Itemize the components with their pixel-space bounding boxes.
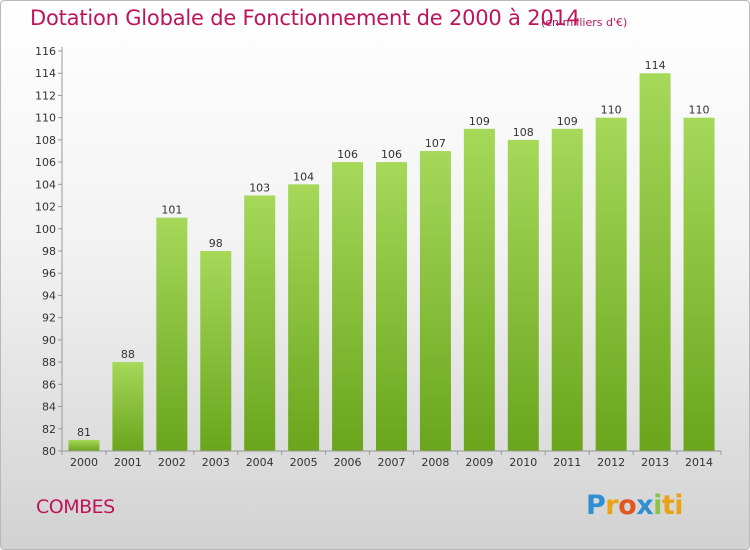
chart-title: Dotation Globale de Fonctionnement de 20… — [30, 6, 580, 30]
bar — [419, 151, 451, 451]
logo-letter: i — [653, 490, 662, 521]
data-label: 88 — [121, 348, 135, 361]
data-label: 103 — [249, 181, 270, 194]
x-tick-label: 2011 — [553, 456, 581, 469]
logo-letter: ti — [661, 490, 684, 521]
y-tick-label: 110 — [35, 112, 56, 125]
y-tick-label: 104 — [35, 178, 56, 191]
bar — [507, 139, 539, 451]
bar — [639, 73, 671, 451]
x-tick-label: 2008 — [421, 456, 449, 469]
bar — [112, 362, 144, 451]
town-name: COMBES — [36, 496, 115, 518]
y-tick-label: 114 — [35, 67, 56, 80]
bar — [376, 162, 407, 451]
bar — [200, 251, 232, 451]
y-tick-label: 88 — [42, 356, 56, 369]
bar — [551, 128, 583, 451]
y-tick-label: 102 — [35, 201, 56, 214]
data-label: 107 — [425, 137, 446, 150]
x-tick-label: 2000 — [70, 456, 98, 469]
y-tick-label: 80 — [42, 445, 56, 458]
x-tick-label: 2005 — [290, 456, 318, 469]
bar — [595, 117, 627, 452]
x-tick-label: 2004 — [246, 456, 274, 469]
y-tick-label: 90 — [42, 334, 56, 347]
x-tick-label: 2002 — [158, 456, 186, 469]
x-tick-label: 2001 — [114, 456, 142, 469]
data-label: 110 — [601, 104, 622, 117]
x-tick-label: 2010 — [509, 456, 537, 469]
data-label: 106 — [337, 148, 358, 161]
bar — [288, 184, 320, 452]
logo-letter: P — [586, 490, 606, 521]
data-label: 104 — [293, 170, 314, 183]
data-label: 106 — [381, 148, 402, 161]
y-tick-label: 94 — [42, 289, 56, 302]
data-label: 110 — [689, 104, 710, 117]
data-label: 81 — [77, 426, 91, 439]
x-tick-label: 2014 — [685, 456, 713, 469]
logo-letter: r — [605, 490, 619, 521]
y-tick-label: 92 — [42, 312, 56, 325]
x-tick-label: 2007 — [378, 456, 406, 469]
data-label: 101 — [161, 204, 182, 217]
proxiti-logo: Proxiti — [586, 490, 684, 521]
y-tick-label: 98 — [42, 245, 56, 258]
x-tick-label: 2003 — [202, 456, 230, 469]
x-tick-label: 2013 — [641, 456, 669, 469]
y-tick-label: 96 — [42, 267, 56, 280]
bar — [332, 162, 364, 451]
bar — [683, 117, 715, 452]
logo-letter: x — [636, 490, 654, 521]
bar — [463, 128, 495, 451]
bar — [244, 195, 276, 451]
logo-letter: o — [618, 490, 637, 521]
data-label: 109 — [469, 115, 490, 128]
bars: 81 88 101 98 103 104 106 106 107 109 108 109 110 114 1… — [68, 59, 715, 452]
y-tick-label: 112 — [35, 89, 56, 102]
y-tick-label: 106 — [35, 156, 56, 169]
bar — [156, 217, 188, 451]
y-tick-label: 86 — [42, 378, 56, 391]
y-axis: 80 82 84 86 88 90 92 94 96 98 100 102 104 106 108 110 11… — [35, 45, 63, 458]
data-label: 108 — [513, 126, 534, 139]
data-label: 98 — [209, 237, 223, 250]
y-tick-label: 84 — [42, 401, 56, 414]
data-label: 109 — [557, 115, 578, 128]
y-tick-label: 108 — [35, 134, 56, 147]
y-tick-label: 116 — [35, 45, 56, 58]
chart-unit: (en milliers d'€) — [541, 16, 628, 29]
x-tick-label: 2009 — [465, 456, 493, 469]
x-tick-label: 2012 — [597, 456, 625, 469]
bar — [68, 439, 100, 451]
x-tick-label: 2006 — [334, 456, 362, 469]
data-label: 114 — [645, 59, 666, 72]
y-tick-label: 82 — [42, 423, 56, 436]
y-tick-label: 100 — [35, 223, 56, 236]
x-axis: 2000 2001 2002 2003 2004 2005 2006 2007 2008 2009… — [61, 450, 722, 469]
